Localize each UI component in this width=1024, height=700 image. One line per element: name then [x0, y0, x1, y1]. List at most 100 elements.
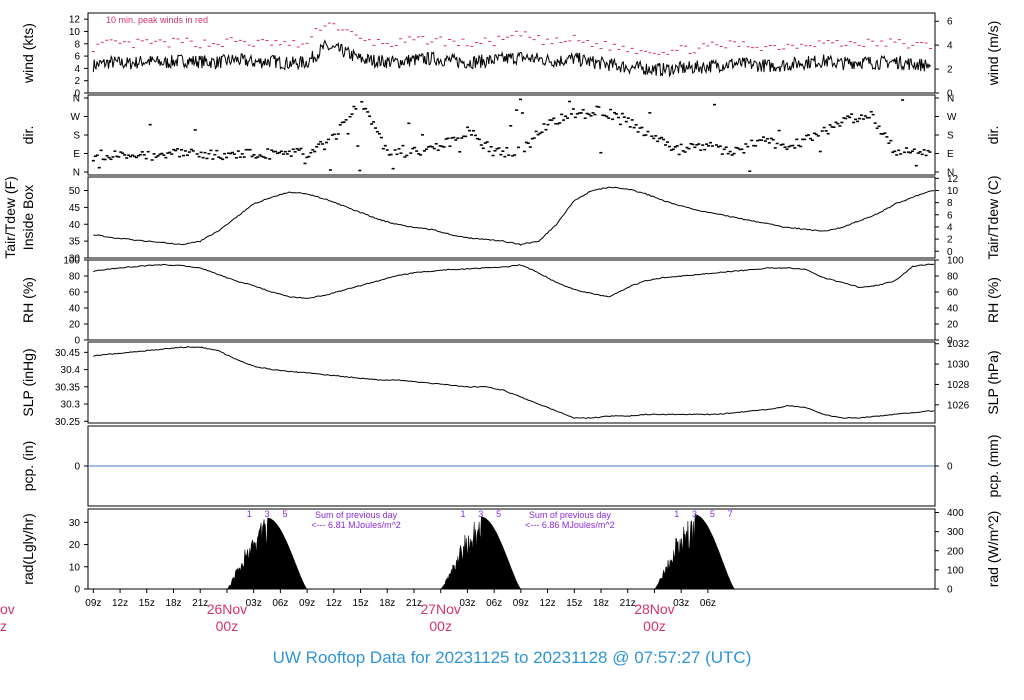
rh-ytick-label-left: 40 [69, 304, 81, 315]
wind-ytick-label-left: 12 [69, 15, 81, 26]
dir-ytick-label-left: N [73, 94, 80, 105]
rad-hour-mark: 3 [478, 509, 483, 519]
rad-hour-mark: 7 [728, 509, 733, 519]
x-tick-label: 21z [192, 598, 208, 609]
temp-ylabel-left: Inside Box [20, 185, 36, 250]
dir-ytick-label-left: W [71, 112, 81, 123]
rad-ytick-label-right: 200 [947, 546, 964, 557]
x-tick-label: 09z [513, 598, 529, 609]
rad-ytick-label-left: 0 [74, 585, 80, 596]
slp-ytick-label-right: 1028 [947, 380, 970, 391]
x-day-date: 27Nov [420, 601, 460, 617]
x-tick-label: 06z [272, 598, 288, 609]
rh-ylabel-left: RH (%) [20, 277, 36, 323]
temp-ytick-label-left: 40 [69, 220, 81, 231]
x-tick-label: 09z [299, 598, 315, 609]
rh-ytick-label-left: 0 [74, 336, 80, 347]
temp-ylabel-right: Tair/Tdew (C) [985, 175, 1001, 259]
rad-ytick-label-right: 400 [947, 508, 964, 519]
rh-ytick-label-left: 20 [69, 320, 81, 331]
x-tick-label: 15z [352, 598, 368, 609]
slp-ytick-label-left: 30.4 [61, 365, 81, 376]
dir-ytick-label-left: N [73, 168, 80, 179]
rh-frame [87, 259, 936, 341]
x-day-date: 26Nov [207, 601, 247, 617]
rad-sum-value: <--- 6.86 MJoules/m^2 [525, 520, 615, 530]
rad-hour-mark: 1 [674, 509, 679, 519]
rad-hour-mark: 5 [496, 509, 501, 519]
temp-ytick-label-left: 35 [69, 237, 81, 248]
pcp-ylabel-left: pcp. (in) [20, 441, 36, 492]
temp-ytick-label-right: 12 [947, 174, 959, 185]
wind-ylabel-right: wind (m/s) [985, 21, 1001, 87]
x-tick-label: 06z [700, 598, 716, 609]
wind-ytick-label-right: 4 [947, 41, 953, 52]
chart-title: UW Rooftop Data for 20231125 to 20231128… [272, 648, 752, 667]
x-tick-label: 09z [85, 598, 101, 609]
x-tick-label: 21z [406, 598, 422, 609]
wind-ytick-label-right: 0 [947, 89, 953, 100]
rad-ylabel-right: rad (W/m^2) [985, 511, 1001, 588]
rh-ytick-label-right: 20 [947, 320, 959, 331]
slp-ytick-label-left: 30.3 [61, 400, 81, 411]
x-tick-label: 06z [486, 598, 502, 609]
wind-ytick-label-left: 8 [74, 39, 80, 50]
slp-line [93, 346, 935, 419]
wind-speed-line [92, 39, 931, 78]
x-tick-label: 15z [566, 598, 582, 609]
rad-hour-mark: 5 [282, 509, 287, 519]
slp-ytick-label-left: 30.35 [55, 382, 80, 393]
rad-sum-value: <--- 6.81 MJoules/m^2 [311, 520, 401, 530]
rh-ytick-label-left: 60 [69, 288, 81, 299]
rad-area-day-1 [226, 517, 308, 590]
rad-ytick-label-left: 30 [69, 518, 81, 529]
slp-ylabel-right: SLP (hPa) [985, 350, 1001, 414]
x-day-time: 00z [216, 618, 239, 634]
slp-frame [87, 341, 936, 424]
rad-ytick-label-right: 0 [947, 585, 953, 596]
wind-ytick-label-left: 4 [74, 64, 80, 75]
pcp-ylabel-right: pcp. (mm) [985, 435, 1001, 498]
rad-sum-label: Sum of previous day [315, 510, 398, 520]
temp-ytick-label-right: 4 [947, 222, 953, 233]
wind-annotation: 10 min. peak winds in red [106, 15, 208, 25]
dir-ytick-label-right: E [947, 149, 954, 160]
rh-ytick-label-right: 0 [947, 336, 953, 347]
x-tick-label: 03z [673, 598, 689, 609]
dir-ytick-label-right: N [947, 94, 954, 105]
temp-ytick-label-left: 30 [69, 254, 81, 265]
x-tick-label: 12z [112, 598, 128, 609]
x-day-date: 28Nov [634, 601, 674, 617]
temp-ytick-label-right: 2 [947, 235, 953, 246]
dir-ytick-label-left: S [73, 131, 80, 142]
rh-panel: 0 20 40 60 80 100 0 20 40 60 80 100 RH (%) RH (%) [20, 256, 1001, 347]
slp-ytick-label-right: 1030 [947, 360, 970, 371]
x-axis: 09z 12z 15z 18z 21z 03z 06z 09z 12z 15z 18z 21z 03z 0… [0, 589, 716, 634]
rad-hour-mark: 1 [460, 509, 465, 519]
x-tick-label: 18z [165, 598, 181, 609]
wind-ytick-label-left: 10 [69, 27, 81, 38]
rh-ytick-label-right: 100 [947, 256, 964, 267]
temp-ytick-label-right: 0 [947, 247, 953, 258]
x-tick-label: 12z [326, 598, 342, 609]
x-tick-label: 15z [139, 598, 155, 609]
slp-panel: 30.25 30.3 30.35 30.4 30.45 1026 1028 1030 1032 S… [20, 339, 1001, 428]
wind-ytick-label-right: 6 [947, 17, 953, 28]
slp-ytick-label-left: 30.25 [55, 417, 80, 428]
dir-ytick-label-left: E [73, 149, 80, 160]
slp-ytick-label-right: 1032 [947, 339, 970, 350]
x-tick-label: 21z [620, 598, 636, 609]
wind-ylabel-left: wind (kts) [20, 23, 36, 84]
temp-ytick-label-left: 50 [69, 186, 81, 197]
rad-ytick-label-left: 20 [69, 540, 81, 551]
rh-ytick-label-right: 40 [947, 304, 959, 315]
dir-ytick-label-right: S [947, 131, 954, 142]
x-tick-label: 03z [246, 598, 262, 609]
x-tick-label: 18z [379, 598, 395, 609]
rh-ytick-label-left: 100 [63, 256, 80, 267]
wind-ytick-label-left: 2 [74, 76, 80, 87]
slp-ytick-label-left: 30.45 [55, 348, 80, 359]
rad-ylabel-left: rad(Lgly/hr) [20, 513, 36, 585]
